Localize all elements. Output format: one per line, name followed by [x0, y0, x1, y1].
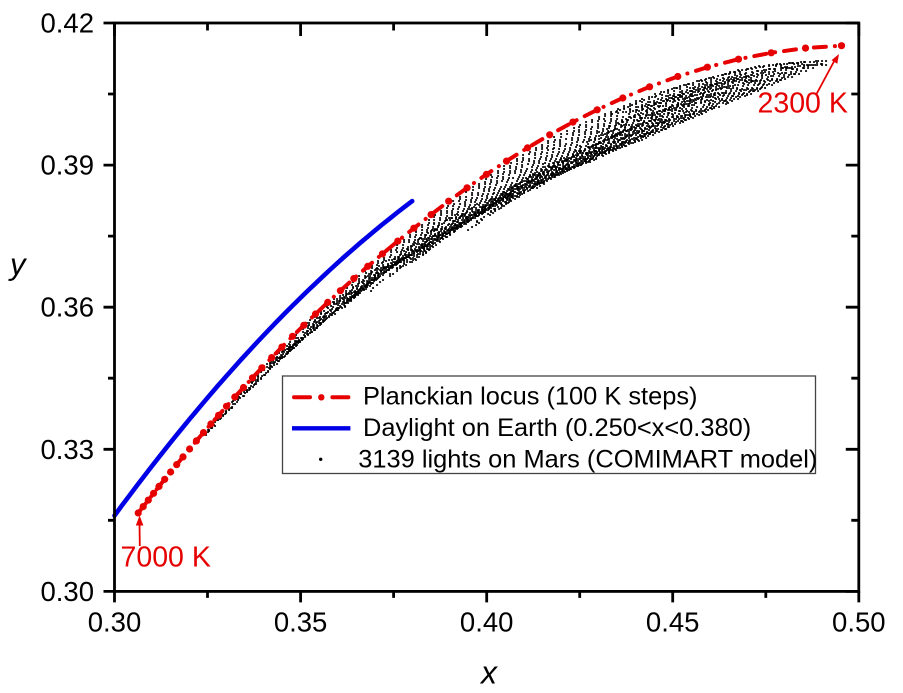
- svg-text:Daylight on Earth (0.250<x<0.3: Daylight on Earth (0.250<x<0.380): [363, 414, 751, 442]
- svg-text:0.39: 0.39: [40, 150, 94, 181]
- svg-text:0.45: 0.45: [646, 607, 700, 638]
- svg-text:7000 K: 7000 K: [121, 542, 211, 574]
- svg-text:2300 K: 2300 K: [758, 88, 848, 120]
- svg-text:0.36: 0.36: [40, 292, 94, 323]
- svg-text:0.33: 0.33: [40, 434, 94, 465]
- svg-text:Planckian locus (100 K steps): Planckian locus (100 K steps): [363, 383, 697, 411]
- svg-text:y: y: [8, 247, 28, 282]
- svg-text:0.35: 0.35: [274, 607, 328, 638]
- svg-text:0.30: 0.30: [88, 607, 142, 638]
- svg-text:3139 lights on Mars (COMIMART: 3139 lights on Mars (COMIMART model): [358, 446, 817, 474]
- svg-text:0.40: 0.40: [460, 607, 514, 638]
- svg-text:0.42: 0.42: [40, 8, 94, 39]
- svg-text:0.50: 0.50: [832, 607, 886, 638]
- svg-text:x: x: [479, 655, 498, 689]
- svg-text:0.30: 0.30: [40, 576, 94, 607]
